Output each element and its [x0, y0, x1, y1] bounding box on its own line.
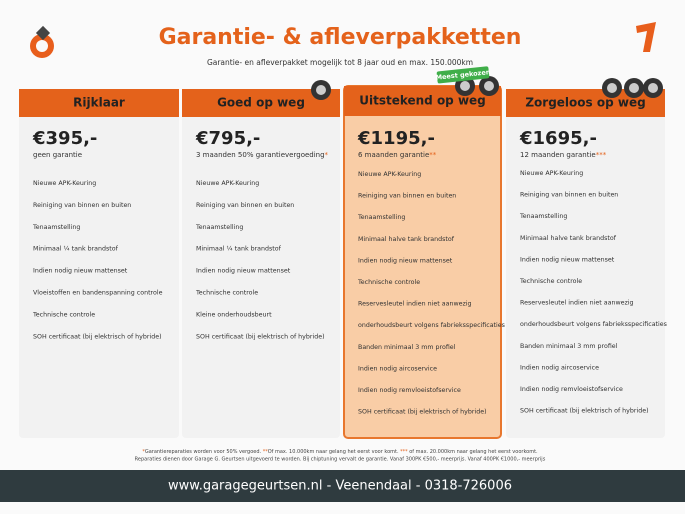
footer-text[interactable]: www.garagegeurtsen.nl - Veenendaal - 031… — [168, 479, 512, 494]
card-name: Zorgeloos op weg — [525, 96, 645, 110]
rim — [607, 83, 617, 93]
price-note: 3 maanden 50% garantievergoeding* — [196, 151, 329, 159]
price: €795,- — [195, 128, 260, 149]
title: Garantie- & afleverpakketten — [159, 25, 522, 50]
rim — [316, 85, 326, 95]
feature: Banden minimaal 3 mm profiel — [358, 344, 456, 351]
feature: Reiniging van binnen en buiten — [358, 193, 456, 200]
feature: Indien nodig nieuw mattenset — [520, 256, 615, 263]
card-body — [182, 89, 340, 438]
feature: onderhoudsbeurt volgens fabrieksspecific… — [358, 322, 505, 329]
feature: SOH certificaat (bij elektrisch of hybri… — [520, 408, 649, 415]
feature: Indien nodig aircoservice — [358, 365, 437, 372]
feature: Indien nodig nieuw mattenset — [33, 268, 128, 275]
feature: Nieuwe APK-Keuring — [358, 171, 421, 178]
card-body — [506, 89, 665, 438]
feature: Minimaal ¼ tank brandstof — [33, 246, 119, 253]
feature: SOH certificaat (bij elektrisch of hybri… — [358, 409, 487, 416]
card-header — [19, 89, 179, 117]
badge: Meest gekozen — [435, 66, 491, 84]
subtitle: Garantie- en afleverpakket mogelijk tot … — [207, 58, 473, 67]
package-card: Zorgeloos op weg €1695,- 12 maanden garant… — [506, 89, 667, 438]
note-mark: ** — [429, 151, 437, 159]
feature: Reiniging van binnen en buiten — [520, 192, 618, 199]
footnote: *Garantiereparaties worden voor 50% verg… — [142, 449, 538, 455]
feature: Indien nodig nieuw mattenset — [358, 257, 453, 264]
card-name: Rijklaar — [73, 96, 125, 110]
footnote-part: *** — [400, 449, 408, 455]
feature: Tenaamstelling — [195, 224, 243, 231]
feature: Nieuwe APK-Keuring — [520, 170, 583, 177]
feature: Reservesleutel indien niet aanwezig — [520, 300, 634, 307]
footnote: Reparaties dienen door Garage G. Geurtse… — [135, 457, 546, 463]
tire-icon — [311, 80, 331, 100]
feature: SOH certificaat (bij elektrisch of hybri… — [33, 333, 162, 340]
footnote-part: of max. 20.000km naar gelang het eerst v… — [408, 449, 538, 455]
price-note: 12 maanden garantie*** — [520, 151, 607, 159]
package-card: Rijklaar €395,- geen garantie Nieuwe APK-Ke… — [19, 89, 179, 438]
feature: Technische controle — [357, 279, 420, 286]
note-text: 3 maanden 50% garantievergoeding — [196, 151, 325, 159]
tire-icon — [624, 78, 644, 98]
logo — [30, 25, 54, 58]
brand-seven — [636, 22, 656, 52]
feature: Vloeistoffen en bandenspanning controle — [33, 290, 163, 297]
feature: Nieuwe APK-Keuring — [33, 180, 96, 187]
feature: Technische controle — [519, 278, 582, 285]
footnote-part: ** — [263, 449, 269, 455]
rim — [484, 81, 494, 91]
footnote-part: Of max. 10.000km naar gelang het eerst v… — [268, 449, 400, 455]
note-text: 6 maanden garantie — [358, 151, 429, 159]
footer-bar — [0, 470, 685, 502]
rim — [629, 83, 639, 93]
feature: Reiniging van binnen en buiten — [33, 202, 131, 209]
feature: Minimaal halve tank brandstof — [358, 236, 455, 243]
feature: Reiniging van binnen en buiten — [196, 202, 294, 209]
price: €1695,- — [519, 128, 597, 149]
feature: Minimaal halve tank brandstof — [520, 235, 617, 242]
card-name: Uitstekend op weg — [359, 94, 486, 108]
feature: Tenaamstelling — [357, 214, 405, 221]
note-mark: *** — [596, 151, 607, 159]
rim — [648, 83, 658, 93]
feature: SOH certificaat (bij elektrisch of hybri… — [196, 333, 325, 340]
card-body — [19, 89, 179, 438]
feature: Nieuwe APK-Keuring — [196, 180, 259, 187]
note-text: 12 maanden garantie — [520, 151, 596, 159]
tire-icon — [602, 78, 622, 98]
package-card: Uitstekend op weg €1195,- 6 maanden garant… — [343, 85, 505, 439]
tire-icon — [643, 78, 663, 98]
price-note: 6 maanden garantie** — [358, 151, 437, 159]
note-mark: * — [325, 151, 329, 159]
feature: Technische controle — [195, 290, 258, 297]
feature: Reservesleutel indien niet aanwezig — [358, 301, 472, 308]
feature: Tenaamstelling — [32, 224, 80, 231]
footnote-part: Garantiereparaties worden voor 50% vergo… — [145, 449, 263, 455]
card-name: Goed op weg — [217, 96, 305, 110]
feature: Indien nodig nieuw mattenset — [196, 268, 291, 275]
feature: Indien nodig aircoservice — [520, 364, 599, 371]
price-note: geen garantie — [33, 151, 82, 159]
feature: Banden minimaal 3 mm profiel — [520, 343, 618, 350]
feature: Kleine onderhoudsbeurt — [196, 311, 272, 318]
price: €1195,- — [357, 128, 435, 149]
badge-bg — [436, 66, 490, 84]
feature: onderhoudsbeurt volgens fabrieksspecific… — [520, 321, 667, 328]
feature: Indien nodig remvloeistofservice — [358, 387, 461, 394]
price: €395,- — [32, 128, 97, 149]
rim — [460, 81, 470, 91]
feature: Technische controle — [32, 311, 95, 318]
tire-icon — [479, 76, 499, 96]
feature: Indien nodig remvloeistofservice — [520, 386, 623, 393]
feature: Minimaal ¼ tank brandstof — [196, 246, 282, 253]
package-card: Goed op weg €795,- 3 maanden 50% garantiev… — [182, 89, 340, 438]
footnote-part: * — [142, 449, 145, 455]
card-header — [344, 86, 501, 116]
note-text: geen garantie — [33, 151, 82, 159]
feature: Tenaamstelling — [519, 213, 567, 220]
